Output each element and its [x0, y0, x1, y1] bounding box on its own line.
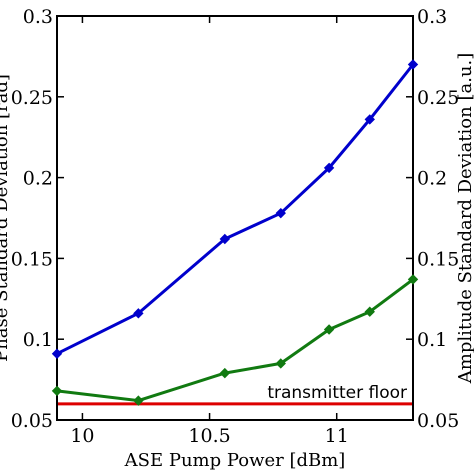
series-2-point: [219, 367, 231, 379]
series-1-point: [364, 114, 375, 125]
series-2-point: [133, 395, 144, 406]
x-tick-label: 10: [70, 425, 94, 447]
y-tick-label-right: 0.3: [417, 6, 447, 28]
series-1-point: [275, 207, 286, 219]
y-tick-label-left: 0.3: [23, 6, 53, 28]
y-tick-label-left: 0.25: [11, 87, 53, 109]
axis-ticks: [57, 15, 413, 421]
y-axis-label-left: Phase Standard Deviation [rad]: [0, 74, 12, 362]
y-tick-label-right: 0.05: [417, 410, 459, 432]
x-tick-label: 11: [325, 425, 349, 447]
y-tick-label-right: 0.2: [417, 168, 447, 190]
axis-tick-labels: 0.05 0.05 0.1 0.1 0.15 0.15 0.2 0.2 0.25 0.25 0.3 0…: [11, 6, 460, 447]
plot-area-border: [56, 15, 414, 421]
series-1-point: [133, 308, 144, 319]
series-1-point: [219, 233, 231, 245]
y-tick-label-left: 0.2: [23, 168, 53, 190]
reference-line-group: transmitter floor: [58, 383, 412, 406]
y-tick-label-right: 0.1: [417, 329, 447, 351]
data-series: [51, 59, 419, 406]
y-tick-label-left: 0.1: [23, 329, 53, 351]
series-2-point: [51, 385, 63, 397]
series-2-point: [364, 306, 375, 317]
series-1-point: [407, 59, 419, 70]
y-tick-label-left: 0.15: [11, 248, 53, 270]
series-2-point: [323, 324, 335, 335]
series-1-point: [323, 162, 335, 174]
y-tick-label-right: 0.15: [417, 248, 459, 270]
series-1-line: [56, 63, 415, 356]
x-tick-label: 10.5: [188, 425, 230, 447]
plot-frame: [56, 15, 414, 421]
y-tick-label-left: 0.05: [11, 410, 53, 432]
y-tick-label-right: 0.25: [417, 87, 459, 109]
series-1-point: [51, 348, 63, 359]
y-axis-label-right: Amplitude Standard Deviation [a.u.]: [455, 53, 474, 385]
transmitter-floor-label: transmitter floor: [267, 383, 407, 403]
series-2-point: [275, 358, 286, 369]
x-axis-label: ASE Pump Power [dBm]: [124, 450, 346, 471]
series-2-point: [407, 274, 419, 285]
